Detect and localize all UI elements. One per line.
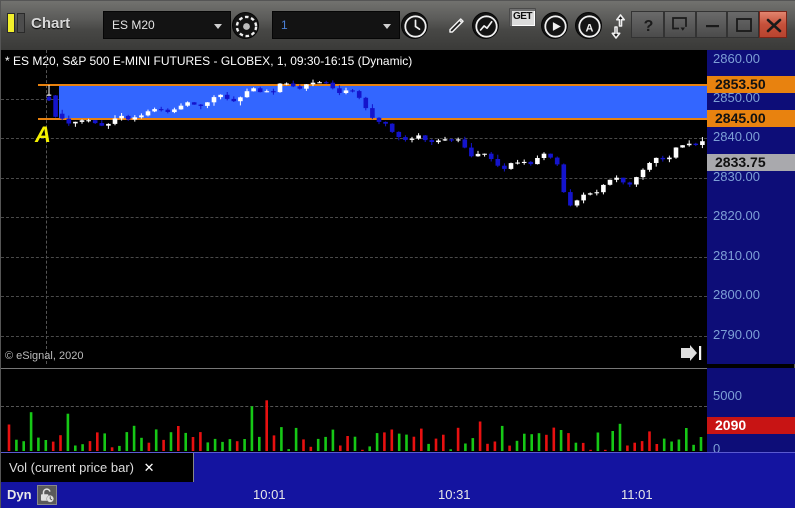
svg-text:A: A (586, 22, 594, 34)
svg-text:?: ? (644, 18, 654, 35)
